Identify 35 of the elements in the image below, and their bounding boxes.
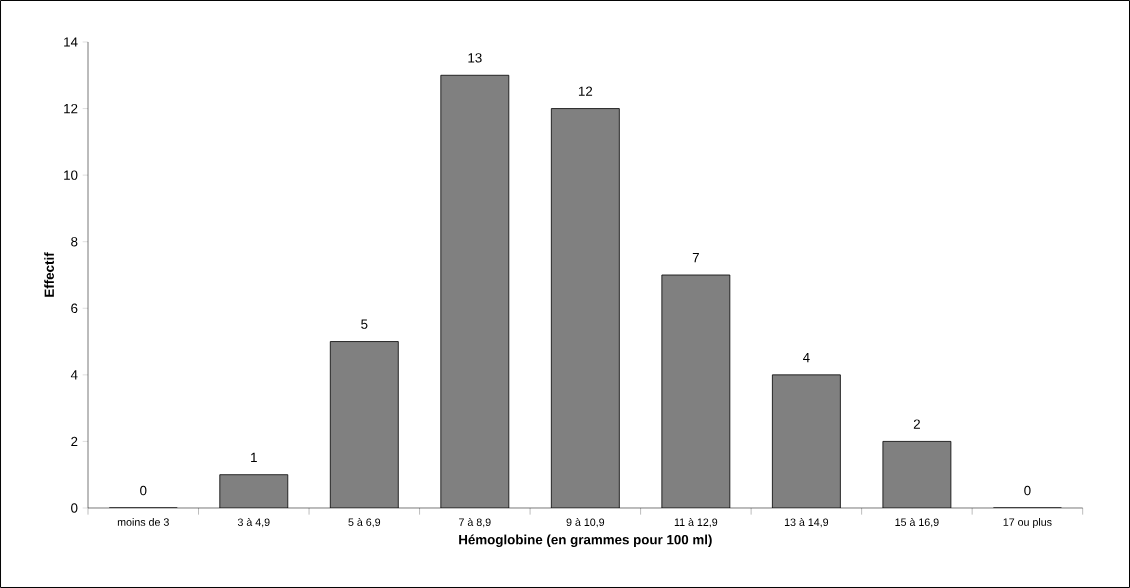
y-tick-label: 2 [71,436,78,447]
y-tick-label: 0 [71,503,78,513]
bar [219,474,289,508]
data-label: 5 [361,319,368,329]
bar [882,441,952,508]
y-tick-label: 4 [70,370,78,380]
data-label: 12 [578,86,593,96]
bar [440,74,510,508]
data-label: 0 [1024,485,1031,496]
y-tick-label: 14 [64,37,78,47]
x-tick-label: 7 à 8,9 [459,518,491,528]
y-axis-title: Effectif [44,252,54,297]
data-label: 7 [692,253,699,263]
y-tick-label: 12 [64,103,78,114]
bar [329,341,399,508]
x-tick-label: 13 à 14,9 [784,518,829,528]
y-tick-label: 6 [71,303,78,313]
data-label: 0 [140,485,147,496]
data-label: 1 [251,452,257,462]
y-tick-label: 10 [64,170,78,180]
x-tick-label: 9 à 10,9 [566,518,605,528]
data-label: 2 [913,419,920,429]
data-label: 13 [468,53,482,63]
y-tick-label: 8 [71,236,78,247]
x-axis-title: Hémoglobine (en grammes pour 100 ml) [459,534,712,548]
x-tick-label: 17 ou plus [1003,518,1052,528]
bar [661,274,731,508]
x-tick-label: moins de 3 [117,518,169,526]
bar [550,108,620,508]
x-tick-label: 11 à 12,9 [674,518,718,528]
x-tick-label: 5 à 6,9 [348,518,381,528]
bar [771,374,841,508]
x-tick-label: 3 à 4,9 [237,518,270,528]
data-label: 4 [802,352,810,363]
x-tick-label: 15 à 16,9 [895,518,939,528]
